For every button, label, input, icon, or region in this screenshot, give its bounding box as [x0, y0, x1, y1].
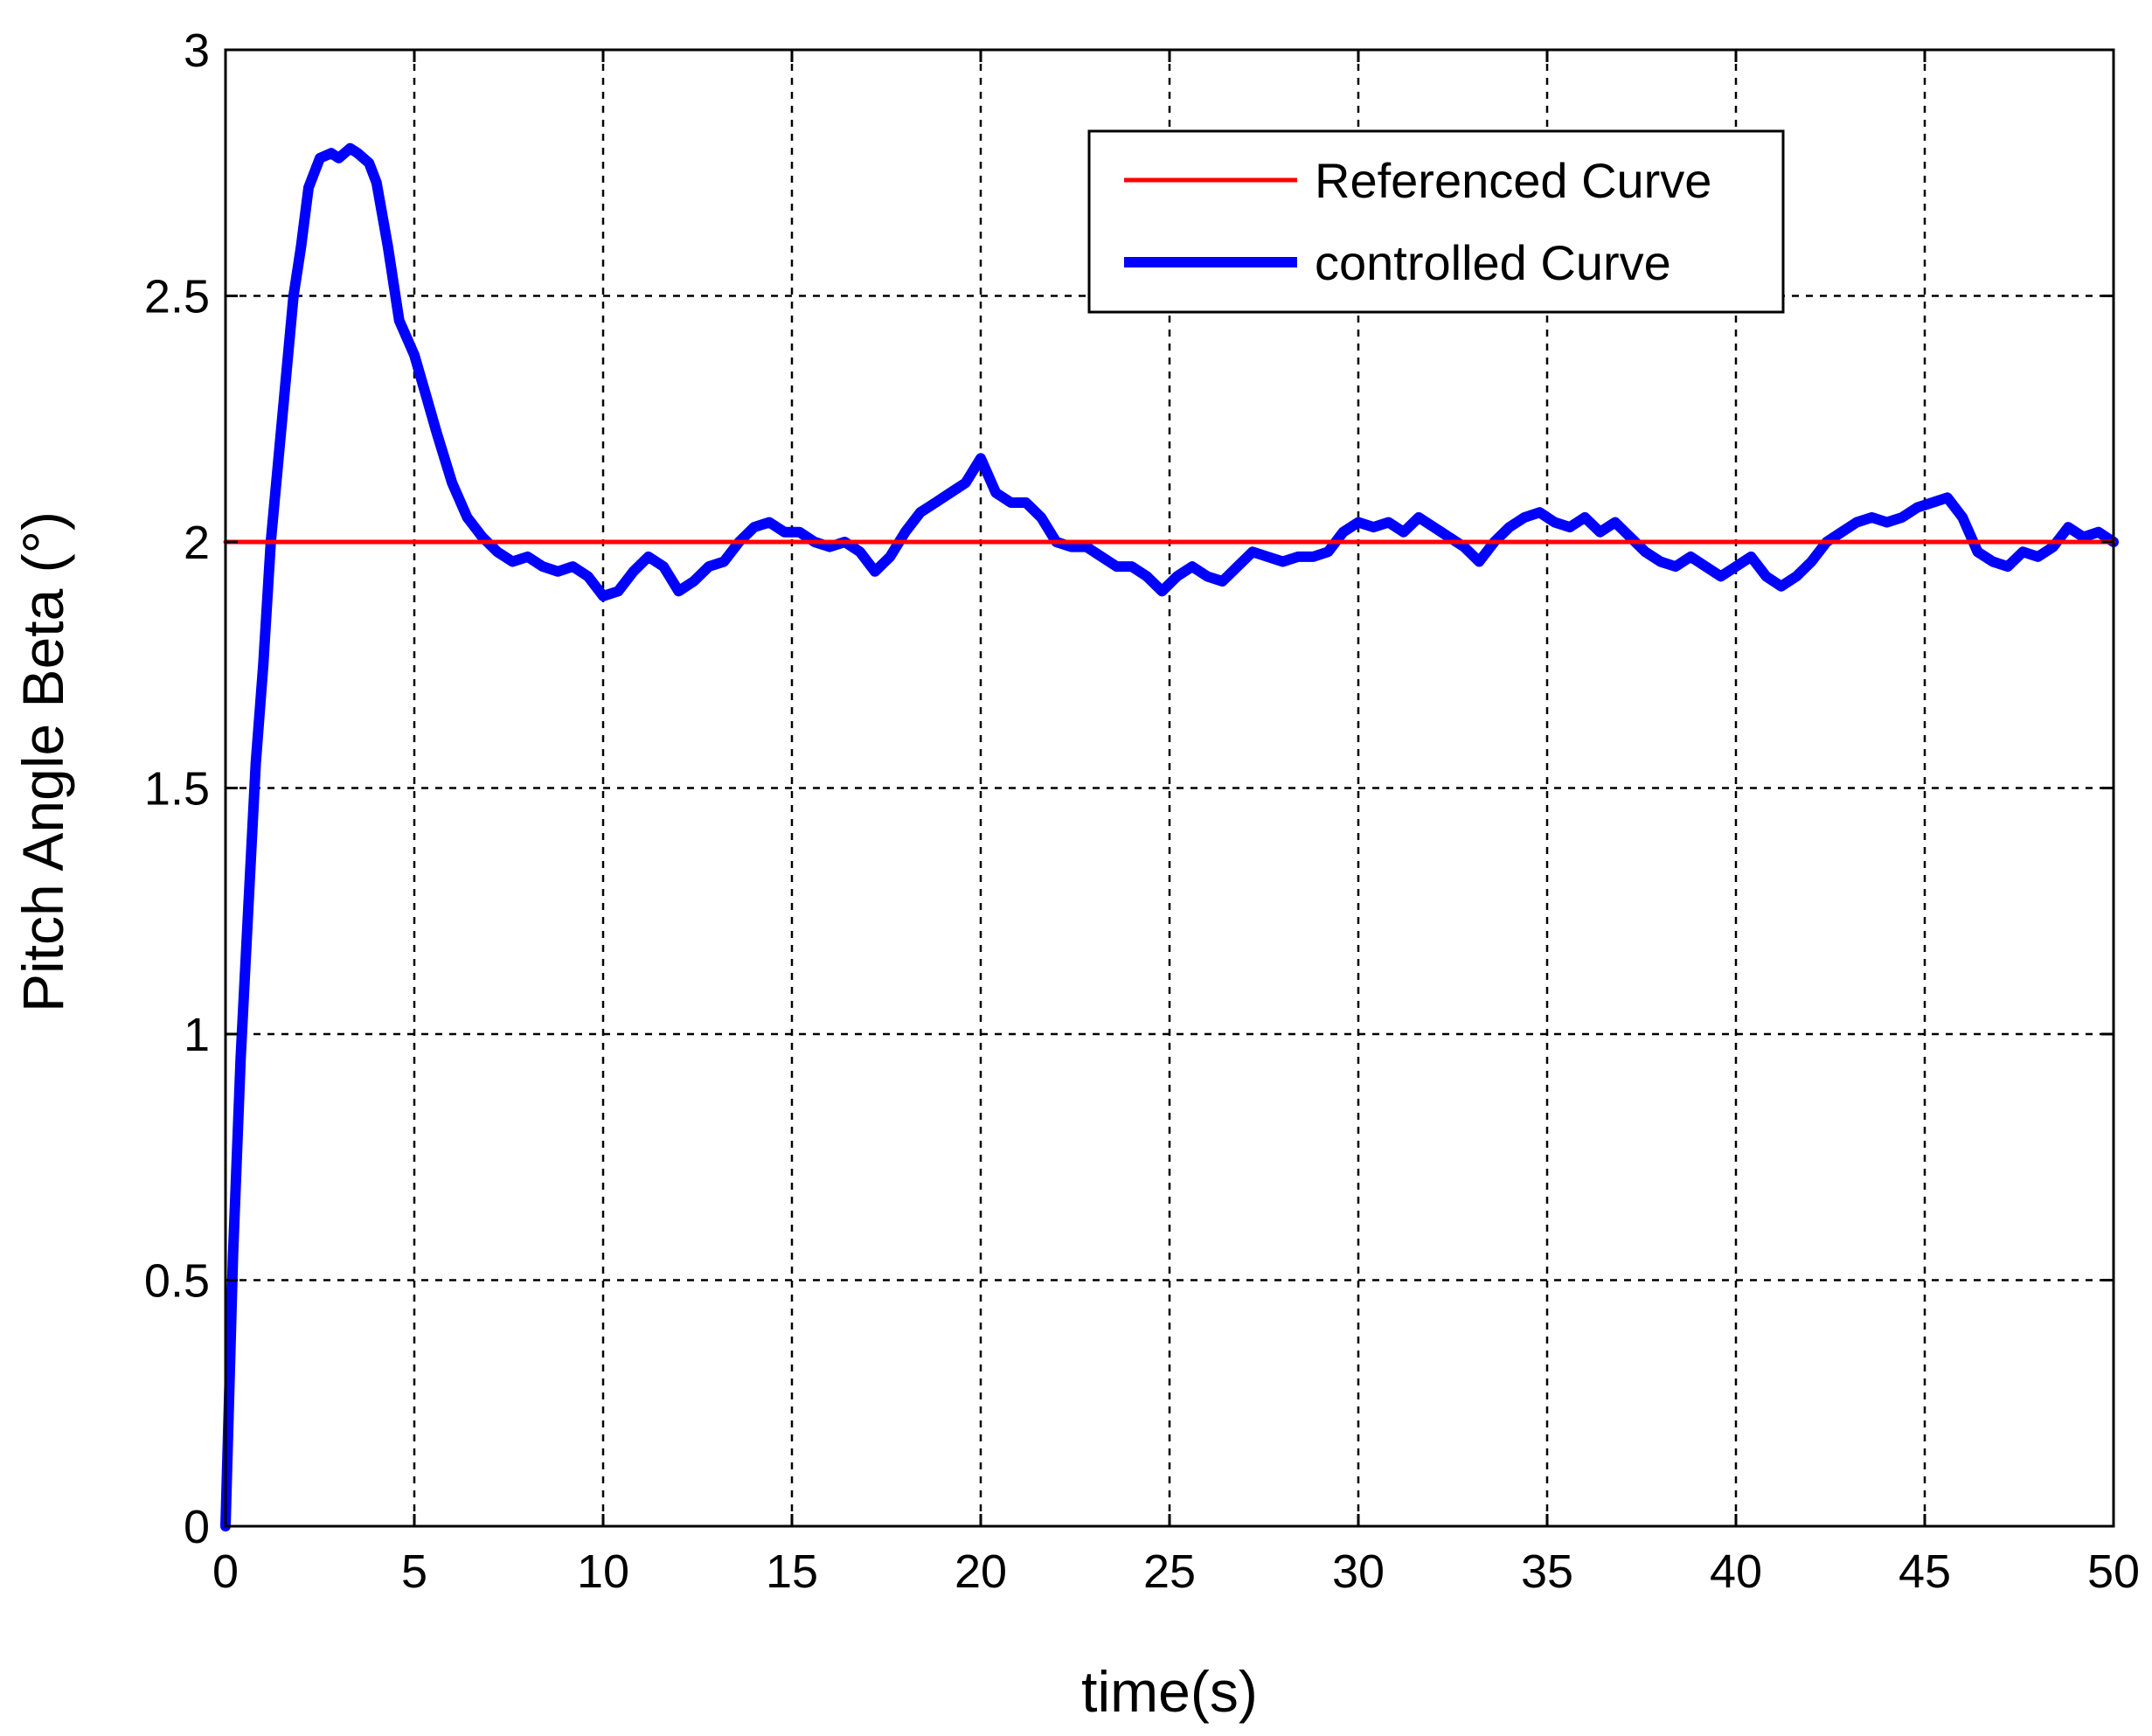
legend-box [1087, 129, 1785, 314]
y-tick-label: 2 [184, 517, 210, 569]
legend-label-referenced-curve: Referenced Curve [1315, 153, 1711, 208]
y-tick-label: 0.5 [144, 1255, 210, 1308]
y-tick-label: 2.5 [144, 271, 210, 323]
legend: Referenced Curve controlled Curve [1087, 129, 1785, 314]
x-tick-label: 50 [2087, 1545, 2140, 1598]
y-axis-title: Pitch Angle Beta (°) [10, 511, 75, 1012]
x-tick-label: 45 [1899, 1545, 1951, 1598]
x-tick-label: 10 [577, 1545, 629, 1598]
y-tick-label: 1 [184, 1009, 210, 1061]
x-axis-title: time(s) [1081, 1659, 1258, 1724]
x-tick-label: 20 [955, 1545, 1007, 1598]
y-tick-label: 1.5 [144, 763, 210, 816]
ticks: 0 5 10 15 20 25 30 35 40 45 50 0 0.5 1 1.5 2 2.5 3 [144, 24, 2140, 1598]
x-tick-label: 15 [766, 1545, 818, 1598]
series-line-controlled-curve [220, 142, 2119, 1531]
y-tick-label: 3 [184, 24, 210, 77]
y-tick-label: 0 [184, 1501, 210, 1553]
x-tick-label: 30 [1332, 1545, 1385, 1598]
x-tick-label: 35 [1521, 1545, 1573, 1598]
x-tick-label: 25 [1143, 1545, 1196, 1598]
x-tick-label: 40 [1710, 1545, 1762, 1598]
x-tick-label: 0 [212, 1545, 239, 1598]
series-lines [220, 142, 2119, 1531]
x-tick-label: 5 [401, 1545, 427, 1598]
legend-label-controlled-curve: controlled Curve [1315, 235, 1671, 290]
